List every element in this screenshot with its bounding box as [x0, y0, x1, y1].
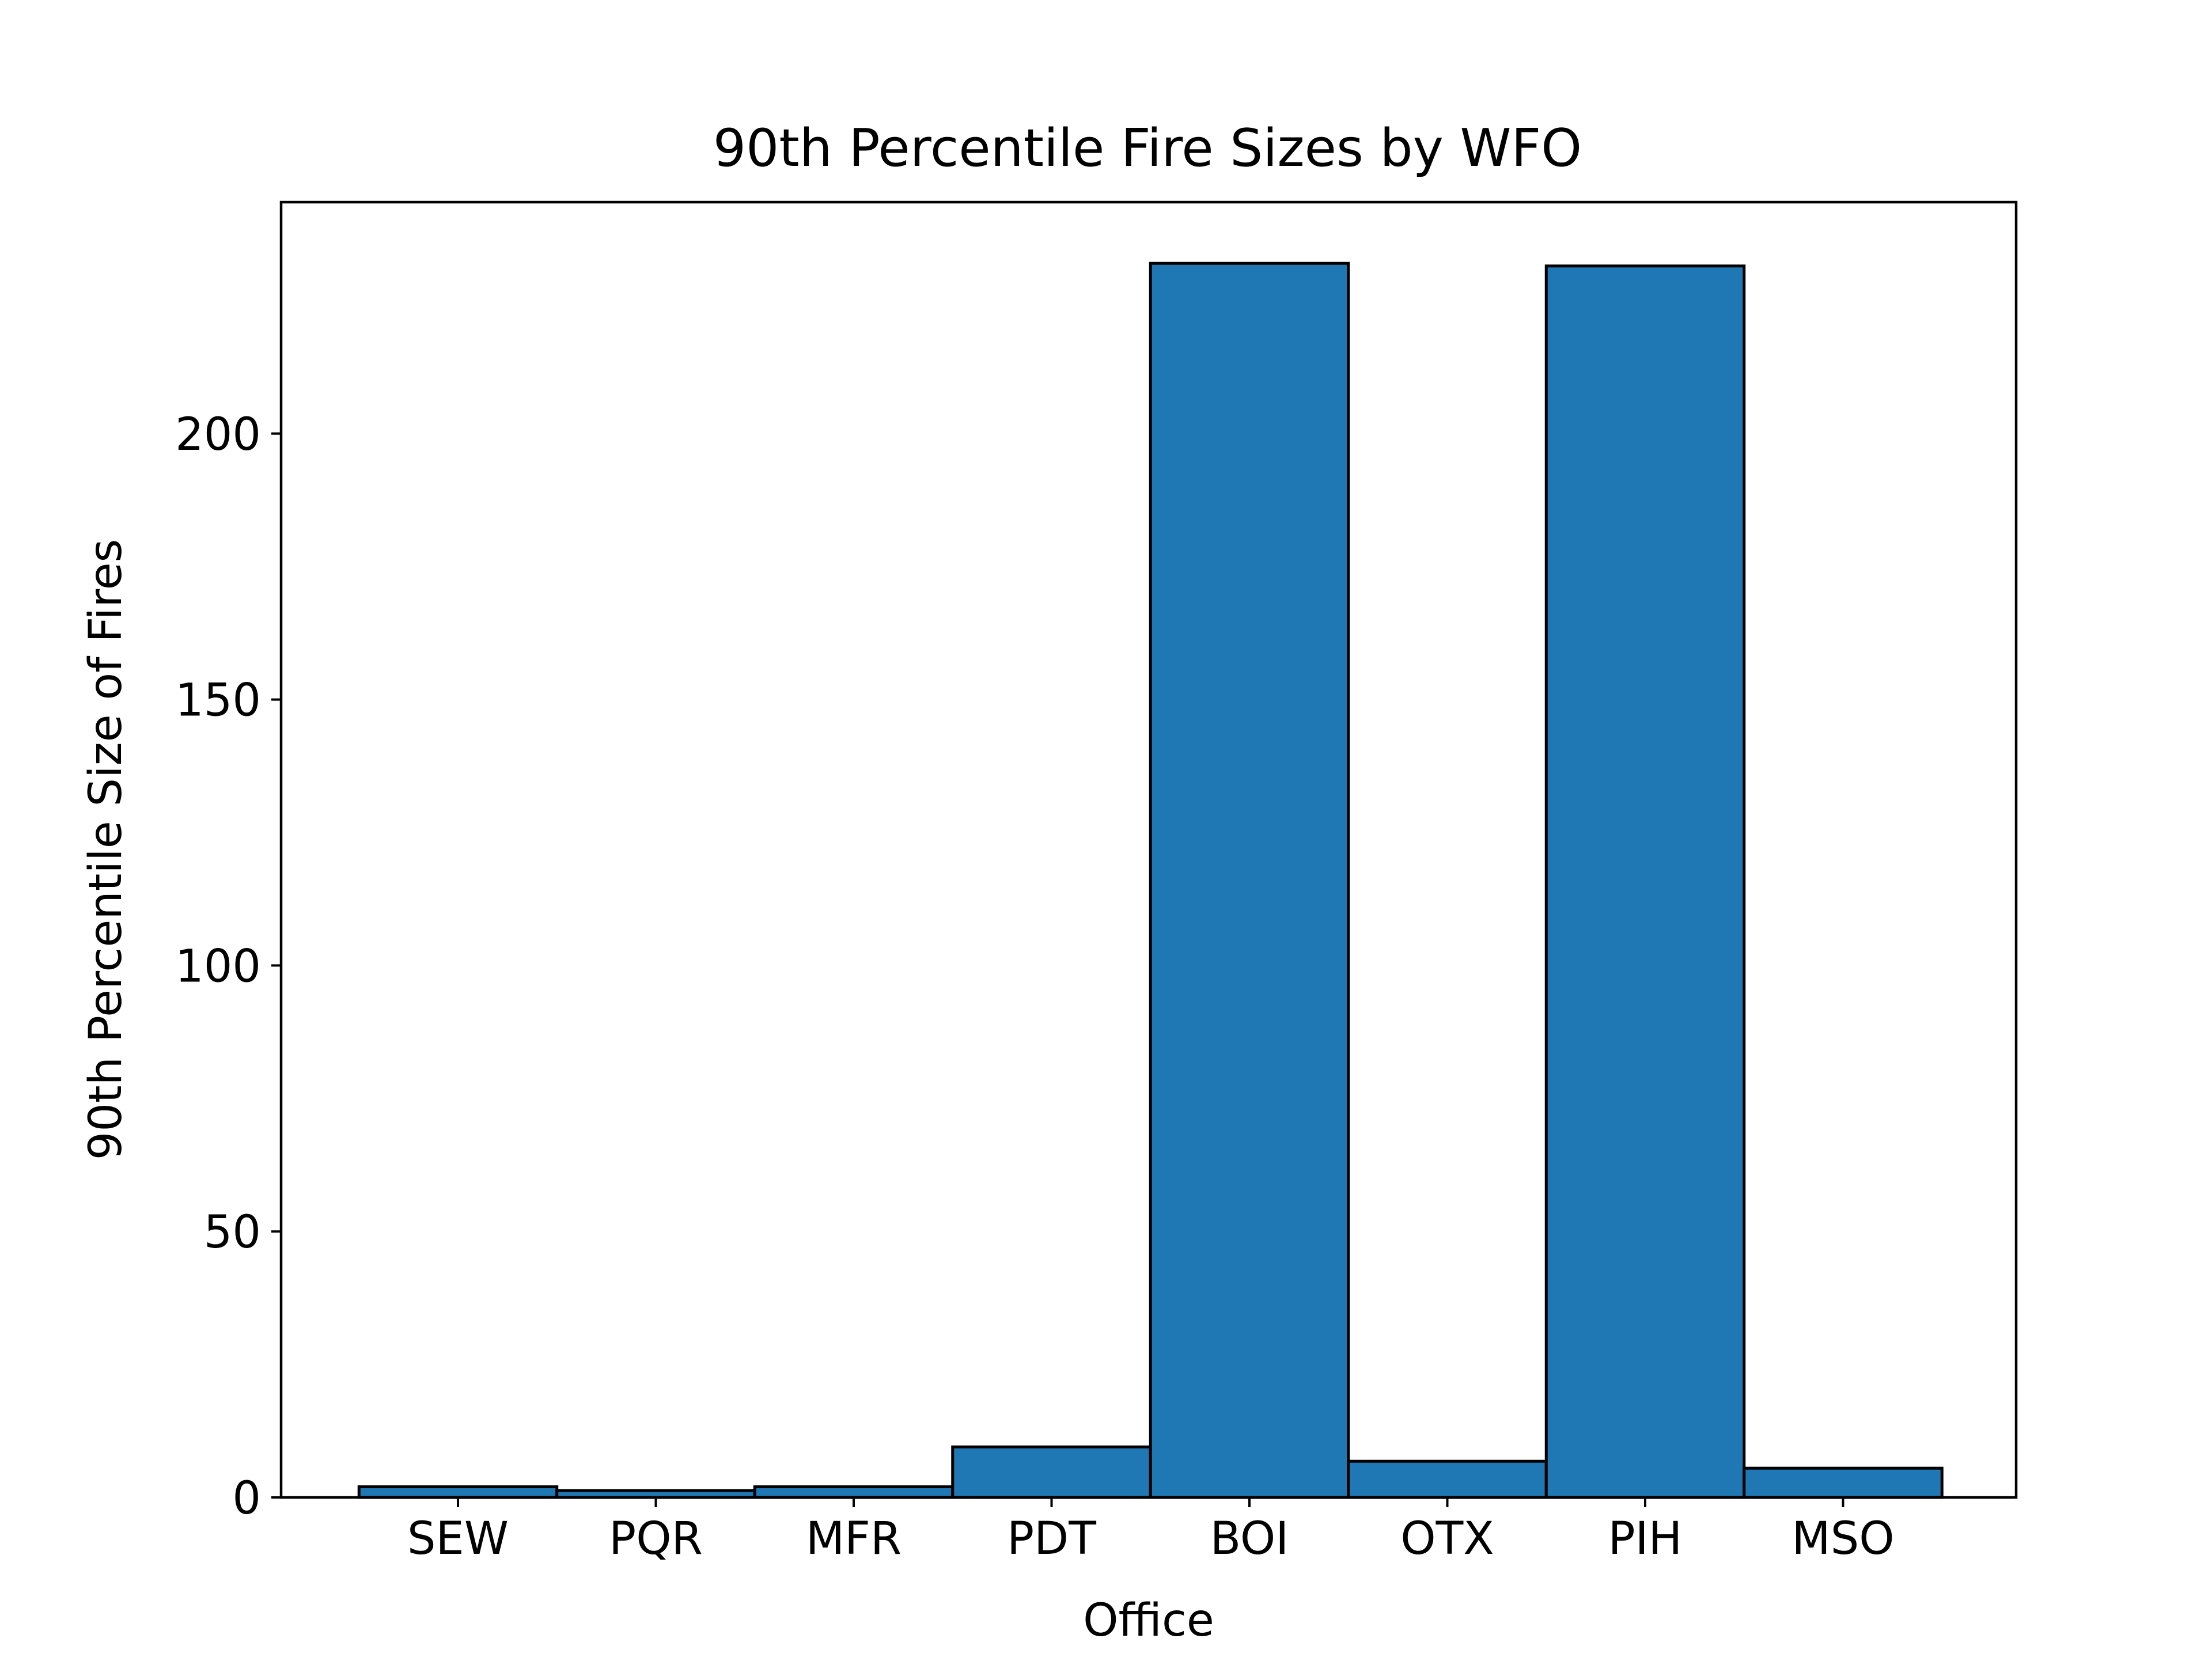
bars-layer — [357, 261, 1944, 1499]
x-axis: SEW PQR MFR PDT BOI OTX PIH MSO — [407, 1497, 1895, 1565]
x-tick-label-otx: OTX — [1400, 1513, 1494, 1565]
x-tick-label-sew: SEW — [407, 1513, 509, 1565]
x-tick-label-pdt: PDT — [1007, 1513, 1096, 1565]
y-axis-label: 90th Percentile Size of Fires — [80, 539, 132, 1160]
bar-pdt — [951, 1445, 1152, 1499]
y-tick-label-200: 200 — [175, 409, 261, 461]
chart-title: 90th Percentile Fire Sizes by WFO — [713, 118, 1582, 179]
y-tick-label-100: 100 — [175, 941, 261, 992]
bar-mfr — [753, 1485, 955, 1499]
x-tick-label-boi: BOI — [1210, 1513, 1289, 1565]
x-tick-label-mfr: MFR — [806, 1513, 902, 1565]
y-tick-label-150: 150 — [175, 675, 261, 727]
bar-sew — [357, 1485, 559, 1499]
bar-pih — [1544, 264, 1746, 1499]
y-tick-label-0: 0 — [232, 1473, 261, 1525]
x-tick-label-mso: MSO — [1791, 1513, 1894, 1565]
x-axis-label: Office — [1083, 1595, 1214, 1647]
plot-area-frame — [279, 200, 2018, 1499]
bar-mso — [1743, 1466, 1944, 1499]
bar-otx — [1347, 1459, 1548, 1499]
x-tick-label-pih: PIH — [1608, 1513, 1683, 1565]
y-tick-label-50: 50 — [204, 1207, 261, 1258]
y-axis: 0 50 100 150 200 — [175, 409, 281, 1525]
x-tick-label-pqr: PQR — [609, 1513, 703, 1565]
bar-boi — [1149, 261, 1350, 1499]
